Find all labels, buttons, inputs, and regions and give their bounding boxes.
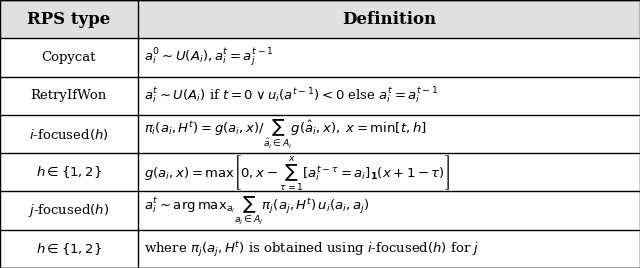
Text: $\pi_i(a_i, H^t) = g(a_i, x)/\sum_{\hat{a}_i \in A_i} g(\hat{a}_i, x),\; x = \ma: $\pi_i(a_i, H^t) = g(a_i, x)/\sum_{\hat{… xyxy=(144,117,427,151)
Text: $h \in \{1, 2\}$: $h \in \{1, 2\}$ xyxy=(36,164,102,180)
Text: $i$-focused$(h)$: $i$-focused$(h)$ xyxy=(29,126,109,142)
Text: $j$-focused$(h)$: $j$-focused$(h)$ xyxy=(28,202,109,219)
Text: where $\pi_j(a_j, H^t)$ is obtained using $i$-focused$(h)$ for $j$: where $\pi_j(a_j, H^t)$ is obtained usin… xyxy=(144,239,479,259)
Text: $a_i^t \sim \mathrm{arg\,max}_{a_i} \sum_{a_j \in A_j} \pi_j(a_j, H^t)\, u_i(a_i: $a_i^t \sim \mathrm{arg\,max}_{a_i} \sum… xyxy=(144,194,369,227)
Text: $g(a_i, x) = \mathrm{max}\left[0, x - \sum_{\tau=1}^{x}[a_i^{t-\tau} = a_i]_{\ma: $g(a_i, x) = \mathrm{max}\left[0, x - \s… xyxy=(144,153,450,192)
Bar xyxy=(0,0,640,38)
Text: RPS type: RPS type xyxy=(27,11,111,28)
Text: RetryIfWon: RetryIfWon xyxy=(31,89,107,102)
Text: $a_i^t \sim U(A_i)$ if $t=0 \vee u_i(a^{t-1}) < 0$ else $a_i^t = a_i^{t-1}$: $a_i^t \sim U(A_i)$ if $t=0 \vee u_i(a^{… xyxy=(144,85,438,106)
Text: Definition: Definition xyxy=(342,11,436,28)
Text: $a_i^0 \sim U(A_i), a_i^t = a_j^{t-1}$: $a_i^0 \sim U(A_i), a_i^t = a_j^{t-1}$ xyxy=(144,46,274,69)
Text: Copycat: Copycat xyxy=(42,51,96,64)
Text: $h \in \{1, 2\}$: $h \in \{1, 2\}$ xyxy=(36,241,102,257)
